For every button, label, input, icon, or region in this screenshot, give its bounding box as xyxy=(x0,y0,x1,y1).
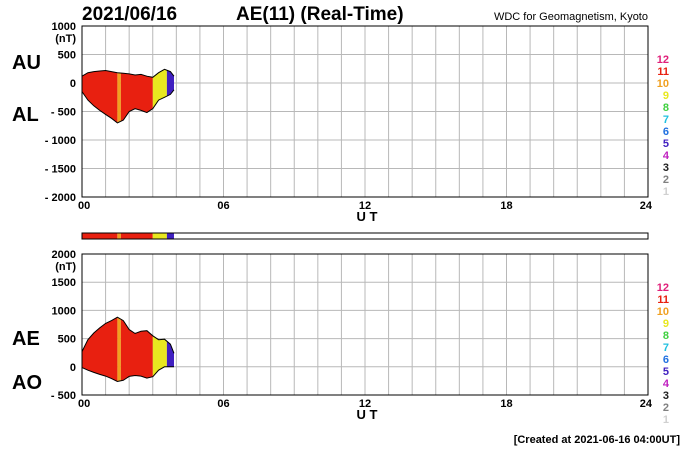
credit-label: WDC for Geomagnetism, Kyoto xyxy=(493,11,648,23)
x-tick-label: 00 xyxy=(78,200,90,212)
legend-station-10: 10 xyxy=(657,306,669,318)
ao-label: AO xyxy=(12,372,42,394)
y-unit-label: (nT) xyxy=(55,261,76,273)
data-segment-station-11 xyxy=(82,317,118,382)
x-tick-label: 18 xyxy=(500,200,512,212)
y-tick-label: - 1000 xyxy=(45,135,76,147)
data-segment-station-9 xyxy=(152,335,167,377)
legend-station-5: 5 xyxy=(663,138,669,150)
strip-segment-station-11 xyxy=(82,233,118,239)
plot-frame xyxy=(81,25,649,198)
series-line-al xyxy=(81,89,175,124)
data-segment-station-5 xyxy=(166,341,174,367)
legend-station-1: 1 xyxy=(663,414,669,426)
data-segment-station-11 xyxy=(120,319,153,381)
strip-segment-station-5 xyxy=(166,233,174,239)
legend-station-11: 11 xyxy=(657,66,669,78)
legend-station-8: 8 xyxy=(663,102,669,114)
y-tick-label: - 500 xyxy=(51,107,76,119)
legend-station-1: 1 xyxy=(663,186,669,198)
y-tick-label: 1000 xyxy=(52,305,76,317)
strip-segment-station-10 xyxy=(117,233,121,239)
legend-station-2: 2 xyxy=(663,174,669,186)
created-timestamp: [Created at 2021-06-16 04:00UT] xyxy=(513,434,680,446)
legend-station-8: 8 xyxy=(663,330,669,342)
x-tick-label: 24 xyxy=(640,398,653,410)
y-tick-label: - 500 xyxy=(51,390,76,402)
data-segment-station-9 xyxy=(152,69,167,109)
legend-station-6: 6 xyxy=(663,126,669,138)
legend-station-11: 11 xyxy=(657,294,669,306)
legend-station-12: 12 xyxy=(657,54,669,66)
y-tick-label: 1500 xyxy=(52,277,76,289)
data-segment-station-10 xyxy=(117,317,121,382)
legend-station-4: 4 xyxy=(663,150,670,162)
y-tick-label: 0 xyxy=(70,78,76,90)
x-tick-label: 24 xyxy=(640,200,653,212)
ae-label: AE xyxy=(12,328,40,350)
station-color-strip xyxy=(81,232,649,240)
series-line-ao xyxy=(81,366,174,383)
legend-station-10: 10 xyxy=(657,78,669,90)
legend-station-3: 3 xyxy=(663,162,669,174)
data-segment-station-11 xyxy=(120,73,153,122)
data-segment-station-11 xyxy=(82,70,118,123)
data-segment-station-10 xyxy=(117,72,121,123)
y-tick-label: 500 xyxy=(58,334,76,346)
x-tick-label: 18 xyxy=(500,398,512,410)
y-unit-label: (nT) xyxy=(55,33,76,45)
y-tick-label: 1000 xyxy=(52,21,76,33)
au-label: AU xyxy=(12,52,41,74)
series-line-ae xyxy=(81,316,175,354)
x-axis-label: U T xyxy=(357,209,378,224)
y-tick-label: - 1500 xyxy=(45,164,76,176)
chart-title: AE(11) (Real-Time) xyxy=(236,4,404,25)
strip-frame xyxy=(81,232,649,240)
date-title: 2021/06/16 xyxy=(82,4,178,25)
x-axis-label: U T xyxy=(357,407,378,422)
legend-station-7: 7 xyxy=(663,342,669,354)
x-tick-label: 06 xyxy=(217,200,229,212)
legend-station-2: 2 xyxy=(663,402,669,414)
legend-station-12: 12 xyxy=(657,282,669,294)
strip-segment-station-9 xyxy=(152,233,167,239)
x-tick-label: 12 xyxy=(359,398,371,410)
y-tick-label: - 2000 xyxy=(45,192,76,204)
legend-station-9: 9 xyxy=(663,90,669,102)
y-tick-label: 0 xyxy=(70,362,76,374)
strip-segment-station-11 xyxy=(120,233,153,239)
x-tick-label: 12 xyxy=(359,200,371,212)
legend-station-9: 9 xyxy=(663,318,669,330)
x-tick-label: 06 xyxy=(217,398,229,410)
y-tick-label: 2000 xyxy=(52,249,76,261)
legend-station-4: 4 xyxy=(663,378,670,390)
legend-station-6: 6 xyxy=(663,354,669,366)
al-label: AL xyxy=(12,104,39,126)
y-tick-label: 500 xyxy=(58,50,76,62)
x-tick-label: 00 xyxy=(78,398,90,410)
data-segment-station-5 xyxy=(166,70,174,97)
panel-top: 1000 500 0 - 500 - 1000 - 1500 - 2000 (nT) 00 06 1… xyxy=(45,21,670,224)
legend-station-3: 3 xyxy=(663,390,669,402)
legend-station-7: 7 xyxy=(663,114,669,126)
series-line-au xyxy=(81,68,175,78)
plot-frame xyxy=(81,253,649,396)
legend-station-5: 5 xyxy=(663,366,669,378)
